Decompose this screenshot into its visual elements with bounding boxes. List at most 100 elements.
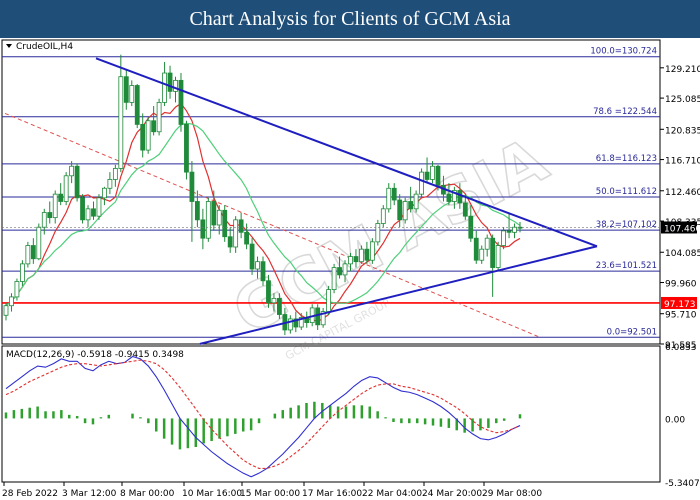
candle-body <box>326 289 332 312</box>
time-tick-label: 8 Mar 00:00 <box>120 489 175 499</box>
candle-body <box>91 208 96 217</box>
fib-label: 78.6 =122.544 <box>593 107 657 117</box>
candle-body <box>74 165 80 199</box>
candle-body <box>238 219 244 233</box>
candle-body <box>123 76 129 103</box>
candle-body <box>134 85 140 125</box>
candle-body <box>501 230 506 246</box>
candle-body <box>9 296 14 307</box>
fib-label: 50.0=111.612 <box>596 187 657 197</box>
candle-body <box>200 219 206 239</box>
time-tick-label: 15 Mar 00:00 <box>240 489 300 499</box>
candle-body <box>189 171 195 202</box>
candle-body <box>102 187 107 199</box>
candle-body <box>162 72 167 103</box>
time-tick-label: 3 Mar 12:00 <box>62 489 117 499</box>
candle-body <box>342 263 348 276</box>
candle-body <box>430 165 435 180</box>
candle-body <box>337 267 342 276</box>
candle-body <box>184 124 189 173</box>
candle-body <box>462 202 468 217</box>
candle-body <box>52 193 58 219</box>
candle-body <box>419 171 424 195</box>
macd-panel-frame <box>1 345 661 483</box>
fib-label: 23.6=101.521 <box>596 261 657 271</box>
price-tick-label: 104.085 <box>665 249 700 259</box>
candle-body <box>255 261 260 270</box>
candle-body <box>315 307 321 326</box>
price-tick-label: 125.085 <box>665 95 700 105</box>
symbol-label: CrudeOIL,H4 <box>16 42 73 52</box>
candle-body <box>129 85 135 103</box>
time-tick-label: 29 Mar 08:00 <box>482 489 542 499</box>
macd-tick-label: 6.0833 <box>665 343 697 353</box>
candle-body <box>205 201 211 239</box>
price-tick-label: 99.960 <box>665 280 697 290</box>
symbol-dropdown-icon <box>6 44 12 48</box>
candle-body <box>435 165 441 186</box>
candle-body <box>495 245 501 268</box>
candle-body <box>490 237 496 268</box>
candle-body <box>178 79 184 125</box>
triangle-lower-line <box>199 245 598 345</box>
price-tick-label: 112.460 <box>665 188 700 198</box>
sma-fast-line <box>5 102 521 322</box>
candle-body <box>402 201 408 221</box>
time-tick-label: 17 Mar 16:00 <box>302 489 362 499</box>
candle-body <box>36 226 42 260</box>
last-price-label: 107.460 <box>664 224 700 234</box>
candle-body <box>47 212 53 219</box>
macd-tick-label: 0.00 <box>665 415 685 425</box>
candle-body <box>80 197 85 221</box>
triangle-upper-line <box>95 57 598 248</box>
candle-body <box>249 243 255 270</box>
candle-body <box>413 193 419 210</box>
candle-body <box>353 256 359 263</box>
candle-body <box>451 190 457 202</box>
candle-body <box>63 175 69 202</box>
candle-body <box>484 237 490 250</box>
candle-body <box>260 261 266 282</box>
candle-body <box>375 223 381 243</box>
candle-body <box>222 209 228 238</box>
candle-body <box>364 248 370 261</box>
time-tick-label: 24 Mar 20:00 <box>422 489 482 499</box>
candle-body <box>145 120 151 151</box>
candle-body <box>14 281 20 298</box>
macd-signal-line <box>5 359 521 469</box>
candle-body <box>233 219 239 248</box>
fib-label: 61.8=116.123 <box>596 154 657 164</box>
candle-body <box>277 297 282 315</box>
candle-body <box>211 201 217 226</box>
price-tick-label: 129.210 <box>665 65 700 75</box>
fib-label: 0.0=92.501 <box>607 327 657 337</box>
candle-body <box>3 305 9 316</box>
candle-body <box>408 201 414 210</box>
candle-body <box>397 199 403 221</box>
candle-body <box>41 212 47 228</box>
candle-body <box>69 165 75 177</box>
last-price-box <box>661 221 697 234</box>
time-tick-label: 10 Mar 16:00 <box>182 489 242 499</box>
candle-body <box>512 226 517 233</box>
candle-body <box>473 237 479 261</box>
time-tick-label: 28 Feb 2022 <box>2 489 58 499</box>
candle-body <box>271 297 277 304</box>
candle-body <box>173 79 178 92</box>
candle-body <box>151 120 157 133</box>
candle-body <box>216 209 222 226</box>
candle-body <box>96 197 102 217</box>
candle-body <box>25 245 31 265</box>
candle-body <box>167 72 173 92</box>
candle-body <box>140 124 146 151</box>
macd-label: MACD(12,26,9) -0.5918 -0.9415 0.3498 <box>6 350 184 360</box>
candle-body <box>156 101 162 133</box>
candle-body <box>320 311 326 326</box>
candle-body <box>446 193 452 202</box>
candle-body <box>118 76 124 169</box>
candle-body <box>20 263 25 282</box>
candle-body <box>85 208 91 221</box>
price-tick-label: 91.585 <box>665 341 697 351</box>
candle-body <box>506 230 512 233</box>
